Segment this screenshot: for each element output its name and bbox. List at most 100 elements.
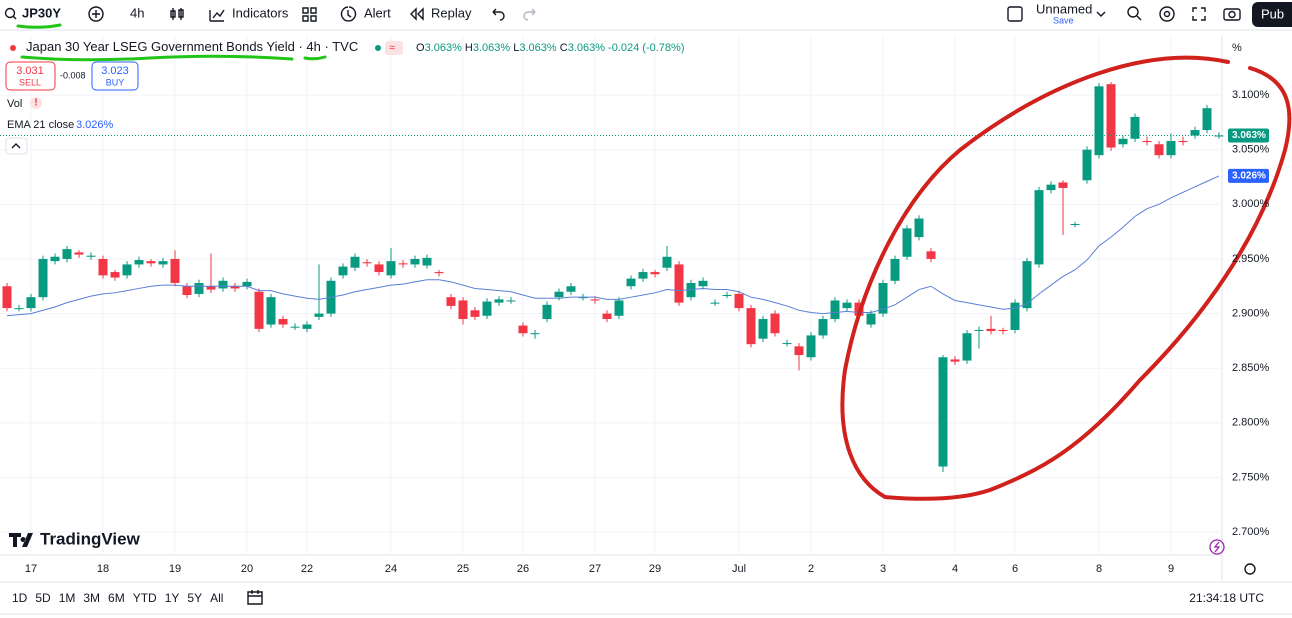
candle-body — [662, 256, 672, 268]
candle-body — [914, 218, 924, 238]
x-tick-label: 29 — [649, 563, 661, 575]
sell-button[interactable] — [5, 61, 56, 91]
candle-body — [866, 313, 876, 325]
green-underline — [16, 23, 62, 29]
candle-body — [950, 359, 960, 362]
symbol[interactable]: JP30Y — [22, 5, 61, 20]
publish-button[interactable] — [1252, 2, 1292, 27]
replay-icon[interactable] — [410, 7, 424, 21]
candle-body — [926, 251, 936, 259]
candle-body — [590, 299, 600, 301]
sell-price[interactable]: 3.031 — [16, 65, 44, 77]
alert-button[interactable]: Alert — [364, 5, 391, 20]
candle-body — [458, 300, 468, 320]
candle-body — [254, 291, 264, 329]
interval[interactable]: 4h — [130, 5, 144, 20]
candle-body — [14, 308, 24, 310]
candle-body — [74, 252, 84, 255]
compare-button[interactable] — [88, 6, 104, 22]
layouts-icon[interactable] — [302, 7, 317, 22]
redo[interactable] — [523, 8, 536, 21]
x-tick-label: 18 — [97, 563, 109, 575]
candle-body — [1130, 116, 1140, 139]
price-label-box — [1228, 168, 1269, 183]
tradingview-logo: TradingView — [40, 529, 141, 548]
goto-date[interactable] — [247, 590, 263, 605]
chart-type-icon[interactable] — [170, 8, 184, 20]
candle-body — [170, 258, 180, 283]
axis-settings[interactable] — [1244, 563, 1256, 575]
range-button[interactable]: 5Y — [187, 591, 202, 605]
candle-body — [638, 272, 648, 279]
candle-body — [206, 286, 216, 290]
candle-body — [1022, 261, 1032, 309]
price-label-box — [1228, 128, 1269, 143]
buy-button[interactable] — [91, 61, 139, 91]
undo[interactable] — [492, 8, 505, 21]
quick-search[interactable] — [1127, 6, 1139, 18]
candle-body — [998, 329, 1008, 332]
candle-body — [218, 280, 228, 289]
candle-body — [98, 258, 108, 276]
layout-checkbox[interactable] — [1007, 6, 1023, 22]
layout-menu[interactable] — [1096, 11, 1106, 17]
candle-body — [26, 297, 36, 309]
search-icon[interactable] — [4, 7, 16, 19]
y-tick-label: 2.750% — [1232, 471, 1270, 483]
fullscreen[interactable] — [1192, 7, 1206, 21]
candle-body — [2, 286, 12, 309]
collapse-legend[interactable] — [5, 137, 28, 155]
layout-name[interactable]: Unnamed — [1036, 1, 1092, 16]
range-button[interactable]: 1M — [59, 591, 76, 605]
x-tick-label: 6 — [1012, 563, 1018, 575]
candle-body — [1070, 223, 1080, 225]
y-tick-label: 2.900% — [1232, 307, 1270, 319]
sell-label[interactable]: SELL — [19, 77, 41, 87]
publish-label[interactable]: Pub — [1261, 6, 1284, 21]
candle-body — [554, 291, 564, 298]
candle-body — [1034, 190, 1044, 265]
range-button[interactable]: 1D — [12, 591, 28, 605]
x-tick-label: 3 — [880, 563, 886, 575]
indicators-button[interactable]: Indicators — [232, 5, 289, 20]
save-label[interactable]: Save — [1053, 15, 1074, 25]
candle-body — [470, 310, 480, 317]
range-button[interactable]: 5D — [35, 591, 51, 605]
candle-body — [962, 333, 972, 361]
candle-body — [350, 256, 360, 268]
candle-body — [674, 264, 684, 303]
range-button[interactable]: 3M — [83, 591, 100, 605]
candle-body — [806, 335, 816, 358]
x-tick-label: 27 — [589, 563, 601, 575]
candle-body — [710, 302, 720, 304]
range-button[interactable]: 6M — [108, 591, 125, 605]
candle-body — [1178, 140, 1188, 143]
candle-body — [794, 346, 804, 356]
x-tick-label: 22 — [301, 563, 313, 575]
range-button[interactable]: All — [210, 591, 223, 605]
green-underline — [303, 55, 327, 61]
replay-button[interactable]: Replay — [431, 5, 472, 20]
indicators-icon[interactable] — [209, 9, 225, 22]
svg-text:≈: ≈ — [389, 42, 395, 54]
candle-body — [110, 272, 120, 278]
range-button[interactable]: 1Y — [165, 591, 180, 605]
candle-body — [518, 325, 528, 334]
range-button[interactable]: YTD — [133, 591, 157, 605]
candle-body — [1118, 138, 1128, 145]
alert-icon[interactable] — [340, 6, 357, 22]
snapshot[interactable] — [1223, 8, 1241, 21]
candle-body — [50, 256, 60, 262]
lightning-icon[interactable] — [1209, 539, 1225, 555]
candle-body — [626, 278, 636, 287]
candle-body — [1058, 182, 1068, 188]
y-tick-label: 2.950% — [1232, 253, 1270, 265]
candle-body — [1190, 130, 1200, 136]
buy-label[interactable]: BUY — [106, 77, 125, 87]
candle-body — [614, 300, 624, 316]
settings[interactable] — [1159, 6, 1175, 22]
buy-price[interactable]: 3.023 — [101, 65, 129, 77]
y-tick-label: 3.050% — [1232, 144, 1270, 156]
vol-alert[interactable]: ! — [34, 98, 37, 109]
x-tick-label: 17 — [25, 563, 37, 575]
